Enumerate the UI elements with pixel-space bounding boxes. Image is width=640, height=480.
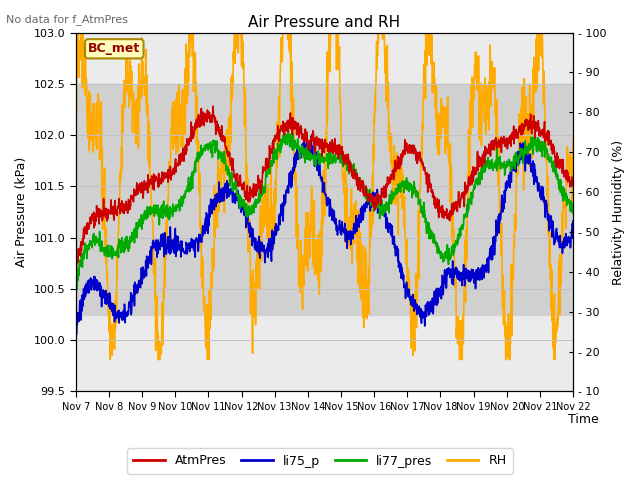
Legend: AtmPres, li75_p, li77_pres, RH: AtmPres, li75_p, li77_pres, RH [127, 448, 513, 474]
Bar [76, 84, 573, 314]
Y-axis label: Air Pressure (kPa): Air Pressure (kPa) [15, 157, 28, 267]
Title: Air Pressure and RH: Air Pressure and RH [248, 15, 401, 30]
X-axis label: Time: Time [568, 413, 598, 426]
Text: No data for f_AtmPres: No data for f_AtmPres [6, 14, 129, 25]
Text: BC_met: BC_met [88, 42, 140, 55]
Y-axis label: Relativity Humidity (%): Relativity Humidity (%) [612, 139, 625, 285]
